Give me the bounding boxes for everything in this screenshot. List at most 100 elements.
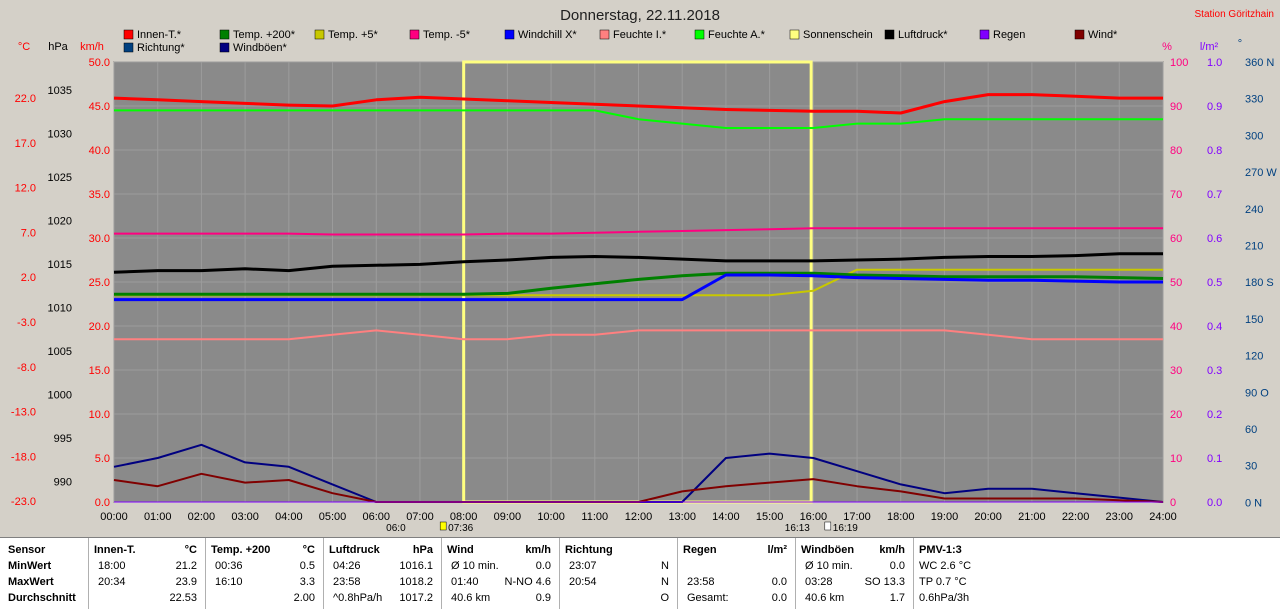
sunrise-label-first: 06:0 [386,523,406,534]
stats-time-regen: Gesamt: [687,592,729,604]
percent-axis-tick: 30 [1170,365,1182,377]
celsius-axis-tick: 2.0 [21,272,36,284]
weather-chart: Donnerstag, 22.11.2018 Station Göritzhai… [10,7,1278,534]
rain-axis-tick: 0.9 [1207,101,1222,113]
x-tick-label: 09:00 [494,511,522,523]
celsius-axis-tick: 7.0 [21,227,36,239]
hpa-axis-tick: 995 [54,433,72,445]
x-tick-label: 00:00 [100,511,128,523]
celsius-axis-tick: -18.0 [11,451,36,463]
stats-value-regen: 0.0 [771,592,787,604]
direction-axis-tick: 330 [1245,94,1263,106]
rain-axis-tick: 0.4 [1207,321,1222,333]
legend-label-6: Feuchte A.* [708,29,766,41]
stats-time-richtung: 20:54 [569,576,597,588]
hpa-axis-tick: 1000 [48,390,72,402]
kmh-axis-tick: 35.0 [89,189,110,201]
celsius-axis-tick: -13.0 [11,407,36,419]
stats-value-pmv: TP 0.7 °C [919,576,967,588]
legend-swatch-5 [599,29,610,40]
direction-axis-tick: 150 [1245,314,1263,326]
x-tick-label: 03:00 [231,511,259,523]
kmh-unit: km/h [80,41,104,53]
sunset-label-second: 16:19 [833,523,858,534]
stats-unit-boeen: km/h [879,544,905,556]
legend-label-9: Regen [993,29,1025,41]
stats-value-temp200: 2.00 [293,592,315,604]
statistics-panel: Sensor MinWert MaxWert Durchschnitt Inne… [0,537,1280,609]
stats-sensor-column: Sensor MinWert MaxWert Durchschnitt [0,538,89,609]
stats-time-wind: 40.6 km [451,592,491,604]
series-line-1 [114,109,1163,129]
stats-header-temp200: Temp. +200 [211,544,271,556]
percent-axis-tick: 20 [1170,409,1182,421]
percent-axis-tick: 90 [1170,101,1182,113]
stats-sensor-header: Sensor [8,544,46,556]
legend-label-0: Innen-T.* [137,29,182,41]
stats-value-temp200: 3.3 [299,576,315,588]
stats-time-innen: 18:00 [98,560,126,572]
celsius-axis-tick: -23.0 [11,496,36,508]
stats-column-innen: Innen-T. °C 18:00 21.2 20:34 23.9 22.53 [88,538,206,609]
celsius-unit: °C [18,41,30,53]
x-tick-label: 01:00 [144,511,172,523]
x-tick-label: 05:00 [319,511,347,523]
stats-header-regen: Regen [683,544,717,556]
percent-axis-tick: 40 [1170,321,1182,333]
percent-axis-tick: 100 [1170,57,1188,69]
stats-header-innen: Innen-T. [94,544,136,556]
sunset-label: 16:13 [785,523,810,534]
stats-value-boeen: SO 13.3 [864,576,905,588]
x-tick-label: 15:00 [756,511,784,523]
x-tick-label: 16:00 [800,511,828,523]
x-tick-label: 17:00 [843,511,871,523]
stats-column-regen: Regen l/m² 23:58 0.0 Gesamt: 0.0 [677,538,796,609]
station-name: Station Göritzhain [1195,9,1275,20]
stats-column-temp200: Temp. +200 °C 00:36 0.5 16:10 3.3 2.00 [205,538,324,609]
series-line-5 [114,271,1164,296]
series-line-0 [113,93,1163,115]
legend-swatch-8 [884,29,895,40]
stats-time-wind: Ø 10 min. [451,560,499,572]
hpa-axis-tick: 1035 [48,85,72,97]
stats-value-luftdruck: 1017.2 [399,592,433,604]
sunrise-label: 07:36 [448,523,473,534]
legend-swatch-0 [123,29,134,40]
kmh-axis-tick: 15.0 [89,365,110,377]
kmh-axis-tick: 45.0 [89,101,110,113]
kmh-axis-tick: 25.0 [89,277,110,289]
rain-axis-tick: 1.0 [1207,57,1222,69]
stats-value-wind: 0.0 [535,560,551,572]
direction-axis-tick: 240 [1245,204,1263,216]
legend-swatch-6 [694,29,705,40]
percent-unit: % [1162,41,1172,53]
legend-swatch-4 [504,29,515,40]
legend-swatch-11 [123,42,134,53]
x-tick-label: 20:00 [974,511,1002,523]
stats-value-richtung: N [661,576,669,588]
hpa-axis-tick: 1020 [48,216,72,228]
x-tick-label: 22:00 [1062,511,1090,523]
hpa-axis-tick: 1025 [48,172,72,184]
hpa-axis-tick: 1015 [48,259,72,271]
legend-swatch-1 [219,29,230,40]
kmh-axis-tick: 50.0 [89,57,110,69]
stats-header-luftdruck: Luftdruck [329,544,380,556]
stats-time-luftdruck: 04:26 [333,560,361,572]
percent-axis-tick: 10 [1170,453,1182,465]
stats-column-boeen: Windböen km/h Ø 10 min. 0.0 03:28 SO 13.3 40.6… [795,538,914,609]
hpa-axis-tick: 1010 [48,303,72,315]
x-tick-label: 02:00 [188,511,216,523]
stats-value-pmv: WC 2.6 °C [919,560,972,572]
stats-time-regen: 23:58 [687,576,715,588]
stats-value-boeen: 0.0 [889,560,905,572]
direction-axis-tick: 60 [1245,424,1257,436]
chart-title: Donnerstag, 22.11.2018 [560,7,720,24]
stats-value-boeen: 1.7 [889,592,905,604]
stats-time-innen: 20:34 [98,576,126,588]
x-tick-label: 04:00 [275,511,303,523]
stats-value-richtung: N [661,560,669,572]
stats-unit-luftdruck: hPa [412,544,433,556]
stats-column-pmv: PMV-1:3 WC 2.6 °C TP 0.7 °C 0.6hPa/3h [913,538,1033,609]
celsius-axis-tick: -3.0 [17,317,36,329]
